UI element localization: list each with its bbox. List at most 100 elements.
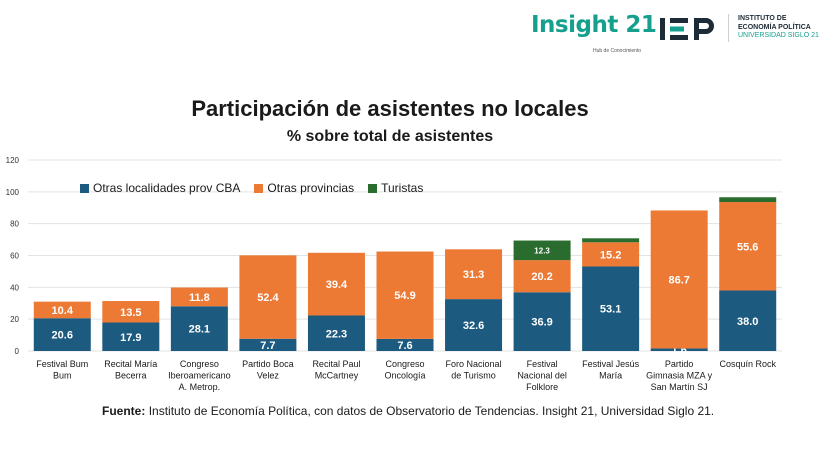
iep-logo-mark xyxy=(660,18,714,40)
bar-segment xyxy=(239,255,297,339)
bar-segment xyxy=(719,290,777,351)
data-label: 15.2 xyxy=(600,249,621,261)
legend-item-otras-localidades: Otras localidades prov CBA xyxy=(80,181,240,195)
data-label: 20.6 xyxy=(52,330,73,342)
x-tick-label-line: San Martín SJ xyxy=(651,382,708,392)
data-label: 7.6 xyxy=(397,340,412,352)
logo-divider xyxy=(728,14,729,42)
data-label: 31.3 xyxy=(463,269,484,281)
x-tick-label-line: Festival xyxy=(527,359,558,369)
legend-item-otras-provincias: Otras provincias xyxy=(254,181,354,195)
bar-segment xyxy=(102,301,160,323)
x-tick-label: Partido Boca Velez xyxy=(242,359,294,381)
bar-segment xyxy=(307,252,365,316)
x-tick-label-line: Congreso xyxy=(385,359,424,369)
bar-segment xyxy=(719,202,777,291)
y-tick-label: 40 xyxy=(10,283,19,292)
insight21-logo: Insight 21 Hub de Conocimiento xyxy=(531,12,657,54)
x-tick-label: Cosquín Rock xyxy=(719,359,776,369)
y-tick-label: 80 xyxy=(10,220,19,229)
data-label: 22.3 xyxy=(326,328,347,340)
bar-segment xyxy=(445,299,503,351)
bar-segment xyxy=(513,240,571,261)
x-tick-label-line: de Turismo xyxy=(451,371,496,381)
x-tick-label-line: Festival Bum xyxy=(36,359,88,369)
x-tick-label-line: María xyxy=(599,371,622,381)
x-tick-label-line: Foro Nacional xyxy=(446,359,502,369)
bar-segment xyxy=(376,251,434,339)
data-label: 17.9 xyxy=(120,332,141,344)
x-tick-label: Festival Jesús María xyxy=(582,359,640,381)
data-label: 52.4 xyxy=(257,292,279,304)
x-tick-label-line: Partido xyxy=(665,359,694,369)
data-label: 54.9 xyxy=(394,290,415,302)
data-label: 86.7 xyxy=(668,274,689,286)
x-tick-label-line: Festival Jesús xyxy=(582,359,640,369)
bar-segment xyxy=(582,266,640,351)
x-tick-label-line: Oncología xyxy=(384,371,425,381)
bar-segment xyxy=(33,318,91,351)
y-tick-label: 60 xyxy=(10,252,19,261)
x-tick-label-line: Gimnasia MZA y xyxy=(646,371,713,381)
bar-segment xyxy=(170,306,228,351)
data-label: 12.3 xyxy=(534,246,550,255)
insight21-tagline: Hub de Conocimiento xyxy=(593,48,642,54)
x-tick-label: Festival Bum Bum xyxy=(36,359,88,381)
legend-swatch-otras-provincias xyxy=(254,183,264,193)
bar-segment xyxy=(170,287,228,307)
x-tick-label-line: Becerra xyxy=(115,371,147,381)
iep-line-2: ECONOMÍA POLÍTICA xyxy=(738,23,811,31)
iep-logo-text: INSTITUTO DE ECONOMÍA POLÍTICA UNIVERSID… xyxy=(738,15,819,41)
bar-segment xyxy=(102,322,160,351)
legend-label-otras-provincias: Otras provincias xyxy=(267,181,355,195)
chart-subtitle: % sobre total de asistentes xyxy=(286,128,494,145)
x-tick-label-line: Folklore xyxy=(526,382,558,392)
x-tick-label-line: Velez xyxy=(257,371,280,381)
y-tick-label: 100 xyxy=(6,188,20,197)
x-tick-label: Recital Paul McCartney xyxy=(312,359,360,381)
bar-segment xyxy=(239,338,297,351)
data-label: 36.9 xyxy=(531,317,552,329)
iep-line-1: INSTITUTO DE xyxy=(738,15,787,22)
x-tick-label-line: McCartney xyxy=(315,371,359,381)
data-label: 20.2 xyxy=(531,271,552,283)
data-label: 13.5 xyxy=(120,307,141,319)
x-tick-label: Festival Nacional del Folklore xyxy=(517,359,567,392)
source-label: Fuente: xyxy=(102,404,146,418)
bar-segment xyxy=(650,210,708,349)
x-tick-label-line: Cosquín Rock xyxy=(719,359,776,369)
legend-label-otras-localidades: Otras localidades prov CBA xyxy=(93,181,241,195)
legend-item-turistas: Turistas xyxy=(368,181,423,195)
bar-segment xyxy=(582,242,640,267)
x-tick-label-line: Partido Boca xyxy=(242,359,294,369)
x-tick-label: Congreso Iberoamericano A. Metrop. xyxy=(168,359,231,392)
data-label: 32.6 xyxy=(463,320,484,332)
source-text: Instituto de Economía Política, con dato… xyxy=(148,404,715,418)
bar-segment xyxy=(513,260,571,293)
bar-segment xyxy=(650,348,708,351)
y-tick-label: 120 xyxy=(6,156,20,165)
data-label: 10.4 xyxy=(52,305,74,317)
bar-segment xyxy=(582,238,640,243)
data-label: 11.8 xyxy=(189,292,210,304)
data-label: 7.7 xyxy=(260,340,275,352)
y-tick-label: 20 xyxy=(10,315,19,324)
insight21-wordmark: Insight 21 xyxy=(531,12,657,38)
bar-segment xyxy=(376,338,434,351)
data-label: 28.1 xyxy=(189,324,210,336)
data-label: 53.1 xyxy=(600,304,621,316)
bar-segment xyxy=(445,249,503,300)
x-tick-label: Partido Gimnasia MZA y San Martín SJ xyxy=(646,359,713,392)
x-tick-label: Foro Nacional de Turismo xyxy=(446,359,502,381)
x-tick-label-line: Congreso xyxy=(180,359,219,369)
bar-segment xyxy=(719,197,777,203)
chart-title: Participación de asistentes no locales xyxy=(191,96,589,121)
x-tick-label-line: A. Metrop. xyxy=(179,382,221,392)
chart-legend: Otras localidades prov CBA Otras provinc… xyxy=(80,181,423,195)
x-tick-label: Congreso Oncología xyxy=(384,359,425,381)
data-label: 55.6 xyxy=(737,241,758,253)
data-label: 39.4 xyxy=(326,279,348,291)
x-tick-label: Recital María Becerra xyxy=(104,359,157,381)
source-note: Fuente: Instituto de Economía Política, … xyxy=(102,404,714,418)
x-tick-label-line: Recital Paul xyxy=(312,359,360,369)
